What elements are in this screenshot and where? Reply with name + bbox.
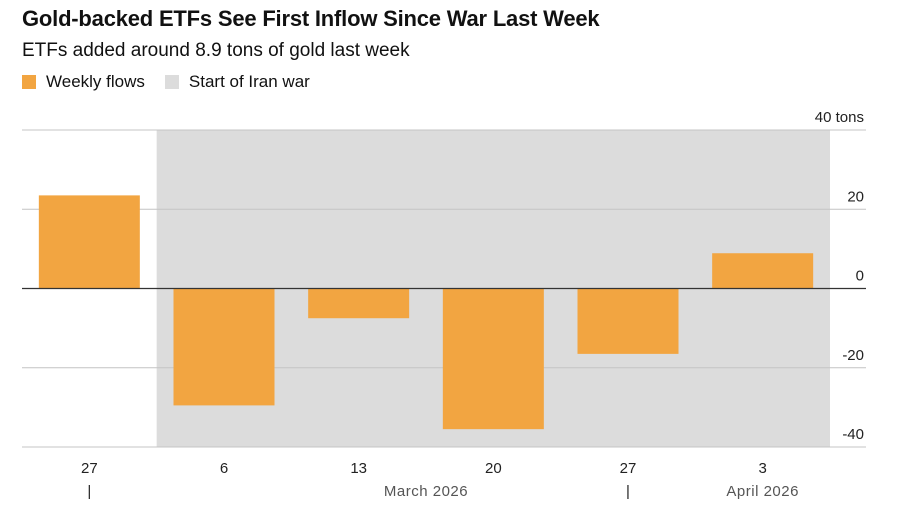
x-tick-label: 20 xyxy=(485,460,502,477)
bar xyxy=(308,288,410,319)
legend-label-iran-war: Start of Iran war xyxy=(188,72,310,91)
x-tick-label: 6 xyxy=(220,460,228,477)
month-label: March 2026 xyxy=(384,483,468,500)
month-separator: | xyxy=(87,483,91,500)
bar xyxy=(712,253,814,289)
bar xyxy=(173,288,275,406)
legend-swatch-weekly-flows xyxy=(22,75,36,89)
x-tick-label: 27 xyxy=(81,460,98,477)
y-tick-label: -20 xyxy=(842,347,864,364)
x-tick-label: 27 xyxy=(620,460,637,477)
y-tick-label: -40 xyxy=(842,426,864,443)
y-tick-label: 40 tons xyxy=(815,109,864,126)
legend: Weekly flows Start of Iran war xyxy=(22,72,330,92)
y-tick-label: 0 xyxy=(856,268,864,285)
legend-item-iran-war: Start of Iran war xyxy=(164,72,310,92)
chart-subtitle: ETFs added around 8.9 tons of gold last … xyxy=(22,40,410,61)
legend-swatch-iran-war xyxy=(164,75,179,89)
x-tick-label: 13 xyxy=(350,460,367,477)
x-tick-label: 3 xyxy=(758,460,766,477)
bar xyxy=(38,195,140,289)
legend-item-weekly-flows: Weekly flows xyxy=(22,72,145,92)
month-separator: | xyxy=(626,483,630,500)
chart-title: Gold-backed ETFs See First Inflow Since … xyxy=(22,6,600,31)
y-tick-label: 20 xyxy=(847,188,864,205)
legend-label-weekly-flows: Weekly flows xyxy=(46,72,145,91)
bar xyxy=(442,288,544,430)
month-label: April 2026 xyxy=(726,483,799,500)
bar xyxy=(577,288,679,354)
